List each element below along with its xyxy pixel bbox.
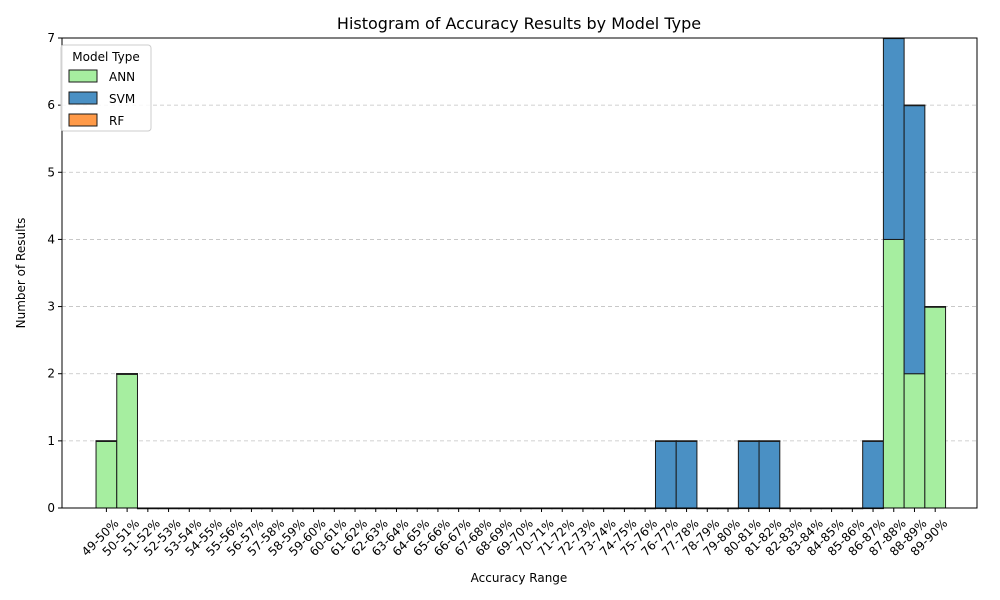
y-tick-label: 0 <box>47 501 55 515</box>
bar-ann <box>924 306 947 509</box>
bar-svm <box>737 440 760 509</box>
bar-rf <box>903 104 926 107</box>
bar-rf <box>737 440 760 442</box>
bar-rf <box>675 440 698 442</box>
bar-svm <box>862 440 884 509</box>
x-axis-label: Accuracy Range <box>471 571 568 585</box>
y-axis-label: Number of Results <box>14 218 28 329</box>
bar-ann <box>903 373 926 509</box>
y-tick-label: 3 <box>47 300 55 314</box>
legend-box <box>60 44 152 132</box>
legend-swatch-svm <box>68 91 98 105</box>
bar-rf <box>758 440 781 442</box>
y-tick-label: 6 <box>47 98 55 112</box>
bar-svm <box>675 440 698 509</box>
legend-label-ann: ANN <box>109 70 135 84</box>
legend-swatch-rf <box>68 113 98 127</box>
bar-ann <box>882 238 905 509</box>
bar-svm <box>882 37 905 240</box>
bar-rf <box>654 440 677 442</box>
bar-ann <box>95 440 118 509</box>
grid <box>62 104 977 442</box>
y-axis-ticks: 0 1 2 3 4 5 6 7 <box>47 31 62 515</box>
x-axis-ticks: 49-50%50-51%51-52%52-53%53-54%54-55%55-5… <box>79 508 950 559</box>
plot-frame <box>61 37 978 509</box>
legend: Model Type ANN SVM RF <box>60 44 152 132</box>
bar-rf <box>924 306 947 308</box>
y-tick-label: 5 <box>47 165 55 179</box>
bar-svm <box>654 440 677 509</box>
bar-rf <box>116 373 138 375</box>
y-tick-label: 4 <box>47 232 55 246</box>
bars <box>95 37 947 510</box>
bar-svm <box>903 104 926 375</box>
legend-title: Model Type <box>72 50 139 64</box>
y-tick-label: 7 <box>47 31 55 45</box>
y-tick-label: 2 <box>47 367 55 381</box>
y-tick-label: 1 <box>47 434 55 448</box>
bar-rf <box>862 440 884 442</box>
bar-ann <box>116 373 138 509</box>
legend-label-svm: SVM <box>109 92 135 106</box>
bar-svm <box>758 440 781 509</box>
legend-swatch-ann <box>68 69 98 83</box>
legend-label-rf: RF <box>109 114 124 128</box>
chart-title: Histogram of Accuracy Results by Model T… <box>337 14 701 33</box>
bar-rf <box>95 440 118 442</box>
